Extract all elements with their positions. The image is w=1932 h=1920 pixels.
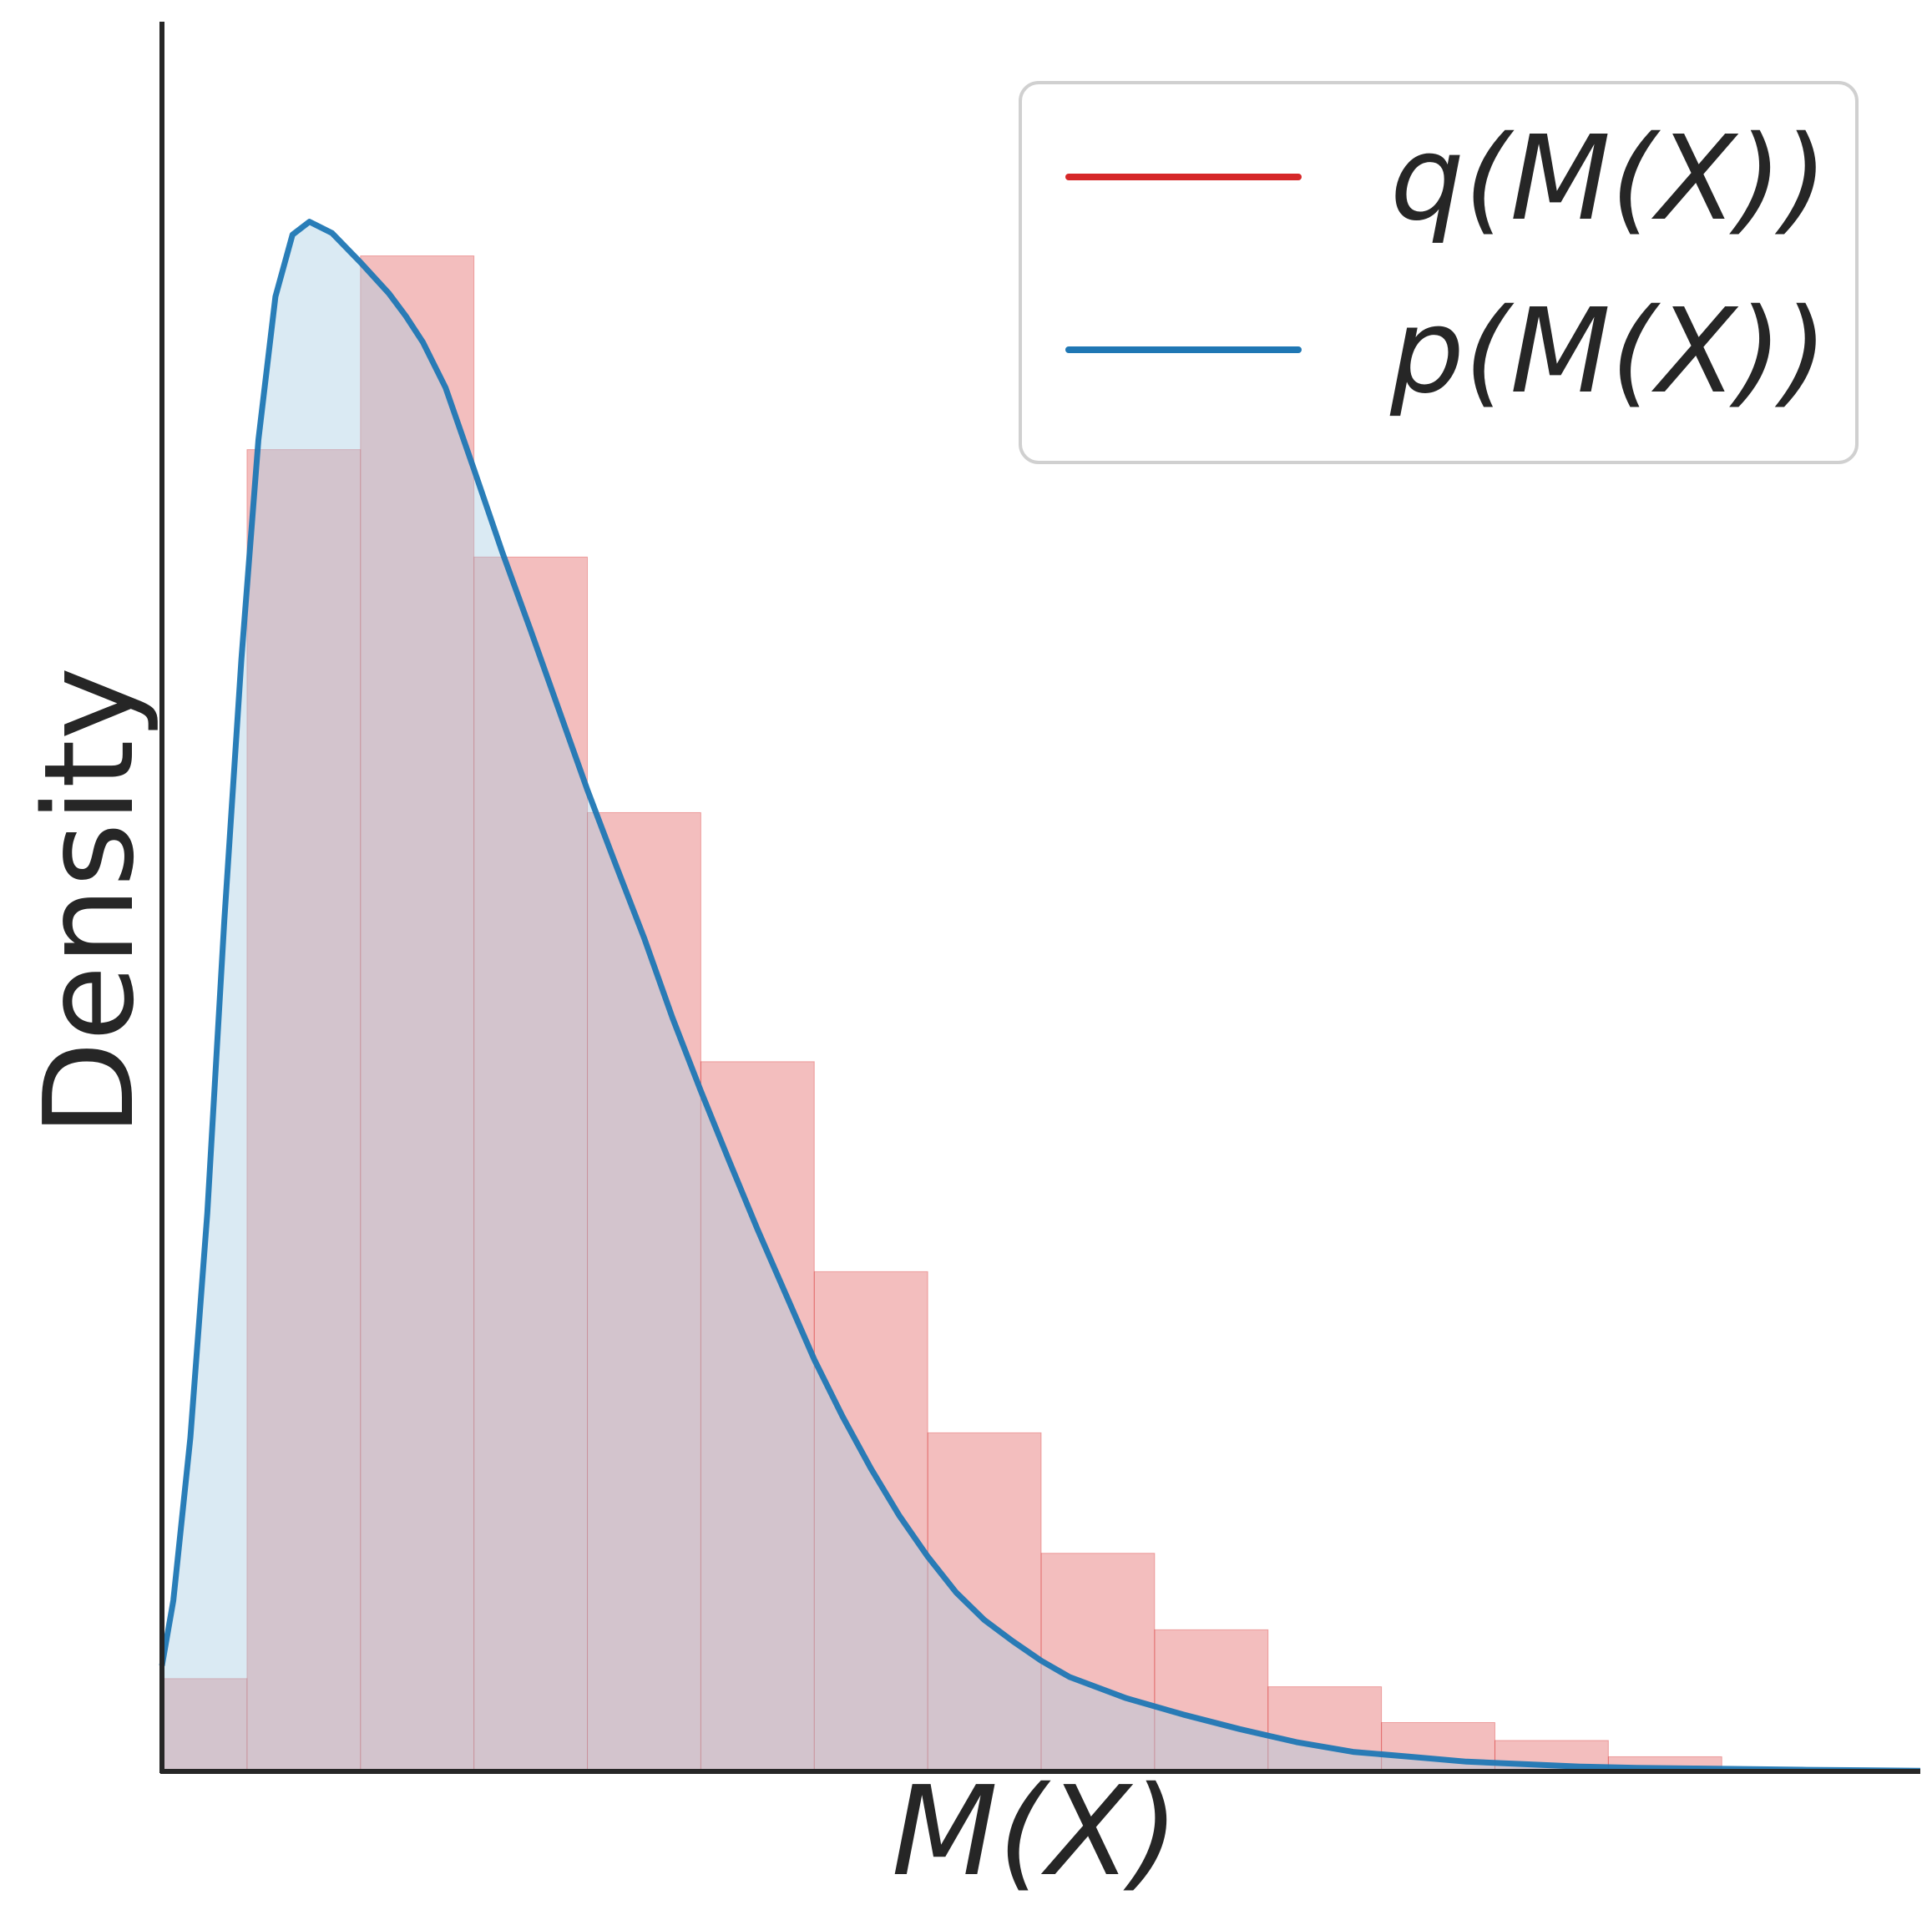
histogram-bar xyxy=(1154,1629,1269,1772)
y-axis-label: Density xyxy=(18,667,161,1137)
legend-label-q: q(M(X)) xyxy=(1390,111,1828,247)
kde-fill-area xyxy=(162,221,1920,1772)
histogram-bar xyxy=(161,1678,248,1772)
legend: q(M(X)) p(M(X)) xyxy=(1019,81,1859,464)
kde-curve-line xyxy=(159,219,1921,1774)
histogram-bar xyxy=(813,1271,928,1772)
histogram-bar xyxy=(927,1432,1042,1772)
histogram-bar xyxy=(1267,1686,1383,1772)
histogram-bar xyxy=(246,449,362,1772)
histogram-bar xyxy=(360,255,475,1772)
legend-label-p: p(M(X)) xyxy=(1389,284,1828,420)
histogram-bar xyxy=(587,811,701,1772)
histogram-bars xyxy=(161,255,1722,1772)
histogram-bar xyxy=(473,556,589,1772)
histogram-bar xyxy=(700,1061,815,1772)
x-axis-label: M(X) xyxy=(892,1760,1180,1903)
